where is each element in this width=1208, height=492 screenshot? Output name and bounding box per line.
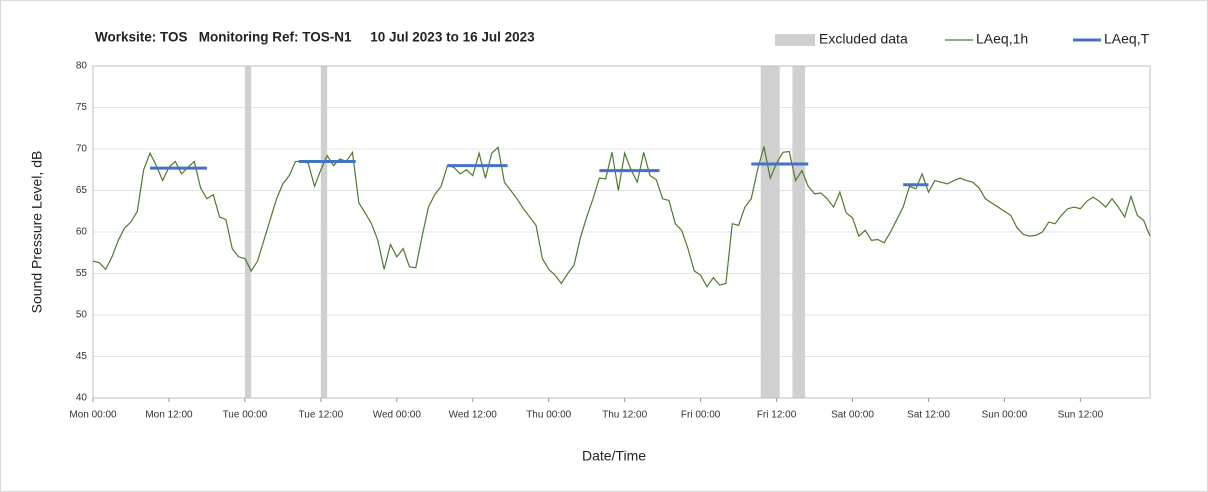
x-tick-label: Wed 12:00 bbox=[449, 410, 498, 421]
x-axis-label: Date/Time bbox=[582, 448, 646, 464]
legend-label: LAeq,T bbox=[1104, 31, 1150, 47]
excluded-band bbox=[792, 66, 806, 398]
y-tick-label: 60 bbox=[76, 227, 88, 238]
y-tick-label: 55 bbox=[76, 268, 88, 279]
x-tick-label: Thu 12:00 bbox=[602, 410, 647, 421]
y-tick-label: 50 bbox=[76, 310, 88, 321]
y-tick-label: 40 bbox=[76, 393, 88, 404]
excluded-band bbox=[244, 66, 252, 398]
x-tick-label: Fri 00:00 bbox=[681, 410, 721, 421]
x-tick-label: Mon 12:00 bbox=[145, 410, 193, 421]
y-tick-label: 70 bbox=[76, 144, 88, 155]
chart-title: Worksite: TOS Monitoring Ref: TOS-N1 10 … bbox=[95, 30, 535, 45]
x-tick-label: Sun 00:00 bbox=[982, 410, 1028, 421]
x-tick-label: Mon 00:00 bbox=[69, 410, 117, 421]
legend-label: Excluded data bbox=[819, 31, 908, 47]
plot-frame bbox=[92, 65, 1151, 399]
x-tick-label: Sat 12:00 bbox=[907, 410, 950, 421]
y-tick-label: 45 bbox=[76, 351, 88, 362]
x-tick-label: Thu 00:00 bbox=[526, 410, 571, 421]
x-tick-label: Tue 12:00 bbox=[299, 410, 344, 421]
y-tick-label: 80 bbox=[76, 61, 88, 72]
y-tick-label: 65 bbox=[76, 185, 88, 196]
y-axis-label: Sound Pressure Level, dB bbox=[29, 151, 45, 314]
excluded-band bbox=[320, 66, 328, 398]
excluded-band bbox=[760, 66, 780, 398]
x-tick-label: Sat 00:00 bbox=[831, 410, 874, 421]
x-tick-label: Wed 00:00 bbox=[373, 410, 422, 421]
x-tick-label: Tue 00:00 bbox=[223, 410, 268, 421]
legend-swatch bbox=[775, 34, 815, 46]
x-tick-label: Sun 12:00 bbox=[1058, 410, 1104, 421]
legend-label: LAeq,1h bbox=[976, 31, 1028, 47]
y-tick-label: 75 bbox=[76, 102, 88, 113]
x-tick-label: Fri 12:00 bbox=[757, 410, 797, 421]
